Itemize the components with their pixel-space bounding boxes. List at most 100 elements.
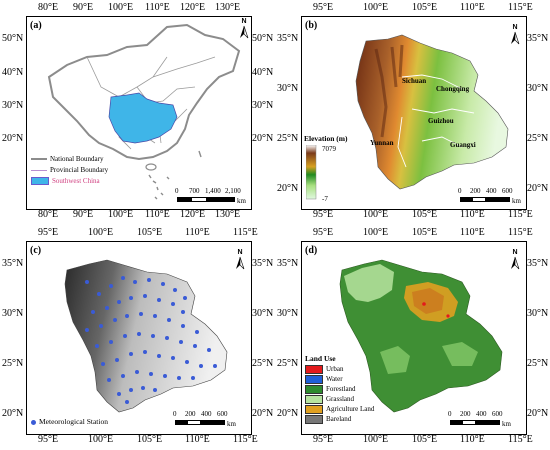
scale-bar: 0 200 400 600 km bbox=[448, 410, 518, 430]
land-use-legend-title: Land Use bbox=[305, 354, 336, 363]
grassland-area bbox=[344, 264, 394, 302]
station-point bbox=[153, 314, 157, 318]
left-tick: 35°N bbox=[277, 258, 299, 269]
station-point bbox=[85, 328, 89, 332]
legend-label: Meteorological Station bbox=[39, 417, 108, 426]
left-tick: 30°N bbox=[2, 100, 24, 111]
scale-bar-segments bbox=[175, 420, 225, 425]
station-point bbox=[129, 388, 133, 392]
left-tick: 50°N bbox=[2, 33, 24, 44]
station-point bbox=[91, 310, 95, 314]
provincial-boundary bbox=[397, 74, 475, 168]
top-tick: 100°E bbox=[88, 227, 114, 238]
left-tick: 20°N bbox=[2, 408, 24, 419]
north-arrow: N bbox=[237, 18, 251, 39]
station-point bbox=[123, 334, 127, 338]
legend-swatch bbox=[31, 158, 47, 161]
station-point bbox=[157, 298, 161, 302]
elevation-max: 7079 bbox=[322, 145, 336, 153]
station-point bbox=[133, 280, 137, 284]
bottom-tick: 130°E bbox=[215, 209, 241, 220]
left-tick: 20°N bbox=[277, 408, 299, 419]
southwest-china-region bbox=[108, 92, 178, 144]
station-point bbox=[193, 344, 197, 348]
top-tick: 105°E bbox=[412, 2, 438, 13]
legend-swatch bbox=[305, 385, 323, 394]
left-tick: 30°N bbox=[2, 308, 24, 319]
right-tick: 25°N bbox=[252, 358, 274, 369]
scale-label: 600 bbox=[502, 187, 513, 195]
scale-bar: 0 200 400 600 km bbox=[173, 410, 243, 430]
legend-grassland: Grassland bbox=[305, 395, 354, 404]
station-point bbox=[129, 352, 133, 356]
scale-bar: 0 700 1,400 2,100 km bbox=[175, 187, 249, 207]
region-guangxi: Guangxi bbox=[450, 141, 476, 149]
station-point bbox=[117, 300, 121, 304]
station-point bbox=[137, 332, 141, 336]
station-point bbox=[165, 336, 169, 340]
left-tick: 30°N bbox=[277, 308, 299, 319]
legend-swatch bbox=[31, 177, 49, 186]
scale-label: 200 bbox=[185, 410, 196, 418]
legend-swatch bbox=[305, 405, 323, 414]
top-tick: 110°E bbox=[185, 227, 210, 238]
station-point bbox=[195, 330, 199, 334]
urban-dot bbox=[446, 314, 450, 318]
legend-label: Grassland bbox=[326, 395, 354, 404]
top-tick: 100°E bbox=[363, 2, 389, 13]
scale-label: 400 bbox=[476, 410, 487, 418]
station-point bbox=[85, 280, 89, 284]
station-point bbox=[107, 378, 111, 382]
panel-b: 95°E 100°E 105°E 110°E 115°E 95°E 100°E … bbox=[275, 0, 550, 225]
scale-unit: km bbox=[227, 420, 236, 428]
top-tick: 100°E bbox=[363, 227, 389, 238]
scale-unit: km bbox=[502, 420, 511, 428]
station-point bbox=[117, 392, 121, 396]
bottom-tick: 95°E bbox=[38, 434, 59, 445]
north-arrow: N bbox=[508, 249, 522, 270]
top-tick: 105°E bbox=[137, 227, 163, 238]
legend-swatch bbox=[305, 415, 323, 424]
station-point bbox=[139, 312, 143, 316]
north-arrow-icon bbox=[236, 256, 245, 270]
bottom-tick: 105°E bbox=[137, 434, 163, 445]
map-frame-d: (d) N Land Use Urban Water Forestland Gr… bbox=[301, 241, 527, 435]
bottom-tick: 115°E bbox=[508, 209, 533, 220]
station-point bbox=[95, 344, 99, 348]
station-point bbox=[147, 278, 151, 282]
bottom-tick: 110°E bbox=[460, 434, 485, 445]
left-tick: 35°N bbox=[2, 258, 24, 269]
station-map bbox=[64, 259, 228, 413]
urban-dot bbox=[422, 302, 426, 306]
station-point bbox=[109, 284, 113, 288]
region-sichuan: Sichuan bbox=[402, 77, 427, 85]
bottom-tick: 90°E bbox=[73, 209, 94, 220]
station-point bbox=[167, 318, 171, 322]
panel-label: (c) bbox=[30, 245, 42, 256]
legend-label: Forestland bbox=[326, 385, 356, 394]
station-point bbox=[101, 362, 105, 366]
top-tick: 130°E bbox=[215, 2, 241, 13]
bottom-tick: 100°E bbox=[108, 209, 134, 220]
right-tick: 25°N bbox=[527, 358, 549, 369]
right-tick: 35°N bbox=[527, 258, 549, 269]
station-point bbox=[181, 310, 185, 314]
panel-label: (d) bbox=[305, 245, 318, 256]
right-tick: 35°N bbox=[527, 33, 549, 44]
legend-label: Water bbox=[326, 375, 343, 384]
station-point bbox=[171, 356, 175, 360]
panel-d: 95°E 100°E 105°E 110°E 115°E 95°E 100°E … bbox=[275, 225, 550, 450]
station-point bbox=[125, 400, 129, 404]
scale-label: 0 bbox=[173, 410, 177, 418]
agriculture-core bbox=[412, 288, 444, 314]
station-point bbox=[149, 372, 153, 376]
station-point bbox=[141, 386, 145, 390]
top-tick: 110°E bbox=[460, 227, 485, 238]
station-point bbox=[157, 354, 161, 358]
elevation-min: -7 bbox=[322, 195, 328, 203]
top-tick: 105°E bbox=[412, 227, 438, 238]
scale-label: 200 bbox=[460, 410, 471, 418]
north-arrow-icon bbox=[240, 25, 249, 39]
legend-label: Bareland bbox=[326, 415, 352, 424]
grassland-patches bbox=[380, 342, 478, 374]
